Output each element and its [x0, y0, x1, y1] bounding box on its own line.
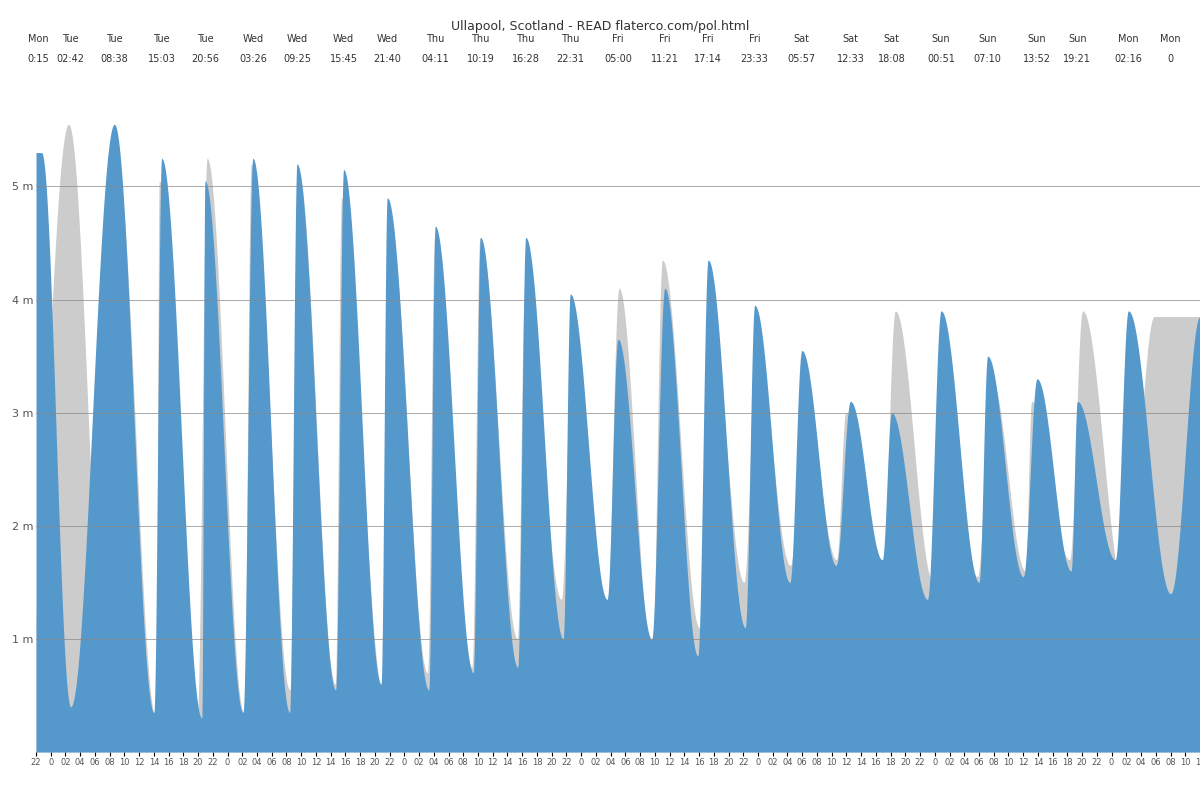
Text: Thu: Thu [562, 34, 580, 44]
Text: Fri: Fri [612, 34, 624, 44]
Text: 15:03: 15:03 [148, 54, 175, 64]
Text: Thu: Thu [426, 34, 444, 44]
Text: 0:15: 0:15 [26, 54, 49, 64]
Text: 16:28: 16:28 [511, 54, 540, 64]
Text: Mon: Mon [1160, 34, 1181, 44]
Text: 22:31: 22:31 [557, 54, 584, 64]
Text: 04:11: 04:11 [421, 54, 449, 64]
Text: Sat: Sat [794, 34, 810, 44]
Text: 23:33: 23:33 [740, 54, 768, 64]
Text: 02:16: 02:16 [1115, 54, 1142, 64]
Text: 12:33: 12:33 [836, 54, 864, 64]
Text: 18:08: 18:08 [877, 54, 906, 64]
Text: 17:14: 17:14 [694, 54, 722, 64]
Text: Fri: Fri [702, 34, 714, 44]
Text: Wed: Wed [287, 34, 307, 44]
Text: Sun: Sun [1068, 34, 1087, 44]
Text: 19:21: 19:21 [1063, 54, 1091, 64]
Text: Thu: Thu [516, 34, 535, 44]
Text: Sat: Sat [883, 34, 900, 44]
Text: 08:38: 08:38 [101, 54, 128, 64]
Text: Sat: Sat [842, 34, 858, 44]
Text: Wed: Wed [334, 34, 354, 44]
Text: Tue: Tue [62, 34, 79, 44]
Text: Wed: Wed [242, 34, 263, 44]
Text: Tue: Tue [197, 34, 214, 44]
Text: Sun: Sun [931, 34, 950, 44]
Text: 09:25: 09:25 [283, 54, 311, 64]
Text: 05:00: 05:00 [604, 54, 632, 64]
Text: 05:57: 05:57 [787, 54, 816, 64]
Text: 21:40: 21:40 [373, 54, 401, 64]
Text: Ullapool, Scotland - READ flaterco.com/pol.html: Ullapool, Scotland - READ flaterco.com/p… [451, 20, 749, 33]
Text: 00:51: 00:51 [928, 54, 955, 64]
Text: 03:26: 03:26 [239, 54, 266, 64]
Text: 0: 0 [1168, 54, 1174, 64]
Text: 02:42: 02:42 [56, 54, 85, 64]
Text: 20:56: 20:56 [191, 54, 218, 64]
Text: Mon: Mon [1118, 34, 1139, 44]
Text: Fri: Fri [659, 34, 671, 44]
Text: Tue: Tue [106, 34, 122, 44]
Text: Sun: Sun [978, 34, 997, 44]
Text: 10:19: 10:19 [467, 54, 494, 64]
Text: Sun: Sun [1027, 34, 1046, 44]
Text: 13:52: 13:52 [1022, 54, 1051, 64]
Text: Tue: Tue [154, 34, 170, 44]
Text: 11:21: 11:21 [650, 54, 679, 64]
Text: Wed: Wed [377, 34, 397, 44]
Text: 07:10: 07:10 [973, 54, 1002, 64]
Text: Mon: Mon [28, 34, 48, 44]
Text: 15:45: 15:45 [330, 54, 358, 64]
Text: Fri: Fri [749, 34, 761, 44]
Text: Thu: Thu [472, 34, 490, 44]
